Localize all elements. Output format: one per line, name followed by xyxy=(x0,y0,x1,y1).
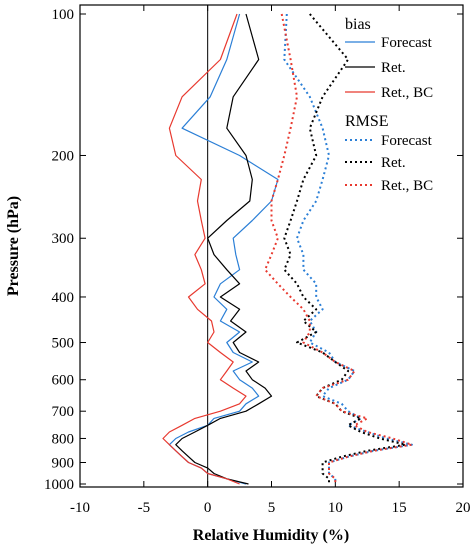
legend-label-bias: Ret., BC xyxy=(381,85,433,101)
x-tick-label: 20 xyxy=(456,500,471,516)
y-tick-label: 100 xyxy=(52,7,75,23)
legend-label-rmse: Forecast xyxy=(381,133,433,149)
x-tick-labels: -10 -5 0 5 10 15 20 xyxy=(70,500,471,516)
y-axis-title: Pressure (hPa) xyxy=(5,196,22,296)
x-tick-label: 15 xyxy=(392,500,407,516)
x-axis-title: Relative Humidity (%) xyxy=(193,527,349,544)
y-tick-labels: 100 200 300 400 500 600 700 800 900 1000 xyxy=(44,7,74,493)
y-tick-label: 900 xyxy=(52,455,75,471)
legend-group-bias: bias xyxy=(345,16,371,33)
x-tick-label: -5 xyxy=(138,500,151,516)
y-tick-label: 500 xyxy=(52,336,75,352)
y-tick-label: 1000 xyxy=(44,477,74,493)
legend-group-rmse: RMSE xyxy=(345,113,389,130)
legend: bias RMSE Forecast Ret. Ret., BC Forecast Re… xyxy=(345,16,433,194)
y-tick-label: 800 xyxy=(52,431,75,447)
x-tick-label: 5 xyxy=(268,500,276,516)
series-line-rmse-4 xyxy=(283,13,407,484)
legend-label-bias: Forecast xyxy=(381,35,433,51)
series-line-bias-1 xyxy=(175,13,273,485)
x-tick-label: 0 xyxy=(204,500,212,516)
legend-label-rmse: Ret., BC xyxy=(381,178,433,194)
y-tick-label: 400 xyxy=(52,290,75,306)
axis-ticks xyxy=(79,5,464,487)
y-tick-label: 200 xyxy=(52,148,75,164)
y-tick-label: 700 xyxy=(52,404,75,420)
series-line-bias-0 xyxy=(168,13,279,485)
legend-label-rmse: Ret. xyxy=(381,155,406,171)
series-line-bias-2 xyxy=(162,13,247,485)
series-line-rmse-5 xyxy=(264,13,413,484)
legend-label-bias: Ret. xyxy=(381,60,406,76)
y-tick-label: 600 xyxy=(52,373,75,389)
series-layer xyxy=(162,13,413,485)
y-tick-label: 300 xyxy=(52,231,75,247)
plot-area xyxy=(79,4,464,488)
x-tick-label: 10 xyxy=(328,500,343,516)
x-tick-label: -10 xyxy=(70,500,90,516)
